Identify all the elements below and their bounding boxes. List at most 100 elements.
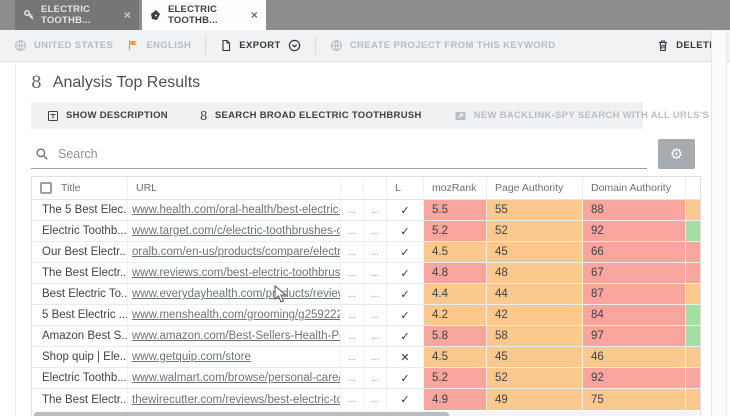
table-row[interactable]: Electric Toothb... www.walmart.com/brows…	[32, 368, 700, 389]
truncated-cell: ...	[364, 347, 387, 367]
create-project-button: CREATE PROJECT FROM THIS KEYWORD	[330, 39, 556, 52]
delete-label: DELETE	[676, 40, 716, 51]
table-row[interactable]: Electric Toothb... www.target.com/c/elec…	[32, 221, 700, 242]
show-description-button[interactable]: SHOW DESCRIPTION	[31, 102, 184, 129]
page-title-row: 8 Analysis Top Results	[31, 71, 711, 95]
result-url-link[interactable]: www.amazon.com/Best-Sellers-Health-Perso…	[128, 326, 341, 346]
cutoff-cell	[686, 200, 700, 220]
vertical-scrollbar[interactable]	[711, 31, 727, 416]
brand-glyph-icon: 8	[199, 108, 208, 123]
linked-status: ✓	[387, 368, 424, 388]
tab-keyword-1[interactable]: ELECTRIC TOOTHB... ×	[15, 0, 139, 30]
backlink-spy-icon	[454, 110, 467, 122]
page-authority-value: 48	[487, 263, 583, 283]
tab-label: ELECTRIC TOOTHB...	[41, 4, 91, 26]
result-url-link[interactable]: www.walmart.com/browse/personal-care/ele…	[128, 368, 341, 388]
cutoff-cell	[686, 347, 700, 367]
linked-status: ✓	[387, 284, 424, 304]
domain-authority-value: 92	[583, 221, 686, 241]
table-row[interactable]: 5 Best Electric ... www.menshealth.com/g…	[32, 305, 700, 326]
table-row[interactable]: Amazon Best S... www.amazon.com/Best-Sel…	[32, 326, 700, 347]
table-row[interactable]: The 5 Best Elec... www.health.com/oral-h…	[32, 200, 700, 221]
delete-button[interactable]: DELETE	[657, 39, 716, 52]
search-input[interactable]	[58, 147, 645, 161]
trash-icon	[657, 39, 669, 52]
mozrank-value: 5.2	[424, 368, 487, 388]
description-icon	[47, 110, 59, 122]
domain-authority-value: 75	[583, 389, 686, 410]
toolbar-separator	[314, 36, 316, 55]
action-bar: SHOW DESCRIPTION 8 SEARCH BROAD ELECTRIC…	[31, 102, 709, 129]
language-label: ENGLISH	[146, 40, 192, 51]
result-url-link[interactable]: www.reviews.com/best-electric-toothbrush…	[128, 263, 341, 283]
table-row[interactable]: Best Electric To... www.everydayhealth.c…	[32, 284, 700, 305]
col-domain-authority: Domain Authority	[583, 177, 686, 199]
result-title: The Best Electr...	[32, 389, 128, 410]
truncated-cell: ...	[364, 305, 387, 325]
chevron-down-circle-icon	[288, 39, 301, 52]
truncated-cell: ...	[341, 326, 364, 346]
table-header: Title URL L mozRank Page Authority Domai…	[32, 177, 700, 200]
linked-status: ✓	[387, 200, 424, 220]
result-title: The Best Electr...	[32, 263, 128, 283]
page-authority-value: 52	[487, 368, 583, 388]
page-authority-value: 55	[487, 200, 583, 220]
key-icon	[23, 9, 35, 21]
tab-label: ELECTRIC TOOTHB...	[168, 4, 218, 26]
truncated-cell: ...	[341, 242, 364, 262]
table-row[interactable]: Shop quip | Ele... www.getquip.com/store…	[32, 347, 700, 368]
export-button[interactable]: EXPORT	[220, 39, 301, 52]
linked-status: ✓	[387, 326, 424, 346]
result-url-link[interactable]: www.getquip.com/store	[128, 347, 341, 367]
truncated-cell: ...	[341, 221, 364, 241]
result-url-link[interactable]: thewirecutter.com/reviews/best-electric-…	[128, 389, 341, 410]
cutoff-cell	[686, 242, 700, 262]
result-title: The 5 Best Elec...	[32, 200, 128, 220]
table-row[interactable]: The Best Electr... www.reviews.com/best-…	[32, 263, 700, 284]
truncated-cell: ...	[341, 347, 364, 367]
country-selector: UNITED STATES	[14, 39, 113, 52]
horizontal-scrollbar-thumb[interactable]	[34, 412, 449, 416]
table-row[interactable]: Our Best Electr... oralb.com/en-us/produ…	[32, 242, 700, 263]
truncated-cell: ...	[364, 263, 387, 283]
domain-authority-value: 67	[583, 263, 686, 283]
domain-authority-value: 84	[583, 305, 686, 325]
domain-authority-value: 66	[583, 242, 686, 262]
result-url-link[interactable]: www.everydayhealth.com/products/reviews/…	[128, 284, 341, 304]
tab-close-icon[interactable]: ×	[250, 8, 258, 22]
language-selector: ENGLISH	[127, 39, 191, 52]
select-all-checkbox[interactable]	[40, 182, 52, 194]
result-url-link[interactable]: www.health.com/oral-health/best-electric…	[128, 200, 341, 220]
globe-icon	[14, 39, 27, 52]
result-title: Electric Toothb...	[32, 221, 128, 241]
linked-status: ✓	[387, 242, 424, 262]
truncated-cell: ...	[364, 389, 387, 410]
globe-plus-icon	[330, 39, 343, 52]
search-broad-button[interactable]: 8 SEARCH BROAD ELECTRIC TOOTHBRUSH	[184, 102, 438, 129]
result-url-link[interactable]: www.target.com/c/electric-toothbrushes-o…	[128, 221, 341, 241]
cutoff-cell	[686, 305, 700, 325]
mozrank-value: 4.2	[424, 305, 487, 325]
result-url-link[interactable]: oralb.com/en-us/products/compare/electri…	[128, 242, 341, 262]
page-authority-value: 52	[487, 221, 583, 241]
brand-glyph-icon: 8	[31, 73, 42, 93]
page-authority-value: 49	[487, 389, 583, 410]
result-title: 5 Best Electric ...	[32, 305, 128, 325]
mozrank-value: 4.9	[424, 389, 487, 410]
search-row: ⚙	[31, 139, 711, 169]
truncated-cell: ...	[364, 368, 387, 388]
linked-status: ✓	[387, 263, 424, 283]
settings-button[interactable]: ⚙	[658, 139, 695, 169]
result-url-link[interactable]: www.menshealth.com/grooming/g25922261/..…	[128, 305, 341, 325]
table-row[interactable]: The Best Electr... thewirecutter.com/rev…	[32, 389, 700, 410]
search-field[interactable]	[31, 142, 647, 169]
create-project-label: CREATE PROJECT FROM THIS KEYWORD	[349, 40, 556, 51]
tab-keyword-2[interactable]: ELECTRIC TOOTHB... ×	[142, 0, 266, 30]
mozrank-value: 5.8	[424, 326, 487, 346]
page-authority-value: 45	[487, 347, 583, 367]
main-content: 8 Analysis Top Results SHOW DESCRIPTION …	[15, 63, 711, 416]
col-page-authority: Page Authority	[487, 177, 583, 199]
mozrank-value: 5.2	[424, 221, 487, 241]
export-label: EXPORT	[239, 40, 281, 51]
tab-close-icon[interactable]: ×	[123, 8, 131, 22]
